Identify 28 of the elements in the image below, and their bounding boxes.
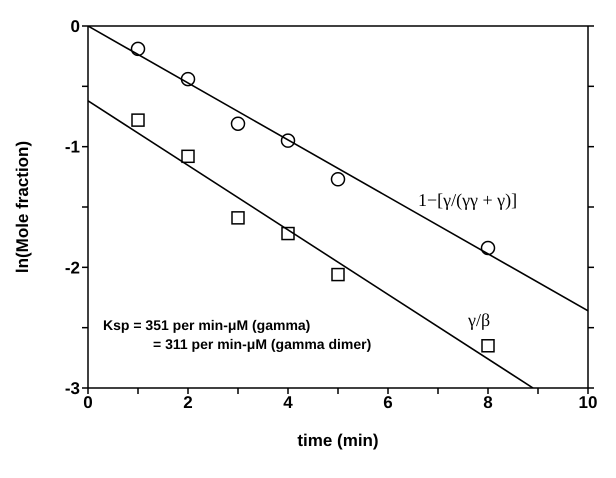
- annotation: = 311 per min-μM (gamma dimer): [152, 335, 372, 354]
- y-axis-title: ln(Mole fraction): [13, 140, 32, 274]
- x-tick-label: 10: [578, 393, 598, 412]
- annotation: Ksp = 351 per min-μM (gamma): [103, 316, 312, 335]
- x-axis-title: time (min): [297, 431, 379, 450]
- y-tick-label: -2: [64, 258, 80, 278]
- point: [481, 339, 495, 353]
- point: [281, 226, 295, 240]
- point: [331, 268, 345, 282]
- point: [131, 113, 145, 127]
- point: [480, 240, 496, 256]
- point: [230, 116, 246, 131]
- x-tick-label: 2: [183, 393, 193, 412]
- y-tick-label: -1: [64, 138, 80, 157]
- point: [280, 133, 296, 148]
- point: [180, 72, 196, 86]
- series-label: 1−[γ/(γγ + γ)]: [418, 190, 518, 210]
- point: [330, 172, 346, 186]
- y-tick-label: 0: [70, 17, 80, 36]
- x-tick-label: 6: [383, 393, 393, 412]
- series-label: γ/β: [467, 310, 490, 330]
- point: [181, 150, 195, 164]
- y-tick-label: -3: [64, 379, 80, 398]
- point: [231, 211, 245, 225]
- x-tick-label: 0: [83, 393, 93, 412]
- point: [130, 42, 146, 56]
- x-tick-label: 4: [283, 393, 294, 412]
- x-tick-label: 8: [483, 393, 493, 412]
